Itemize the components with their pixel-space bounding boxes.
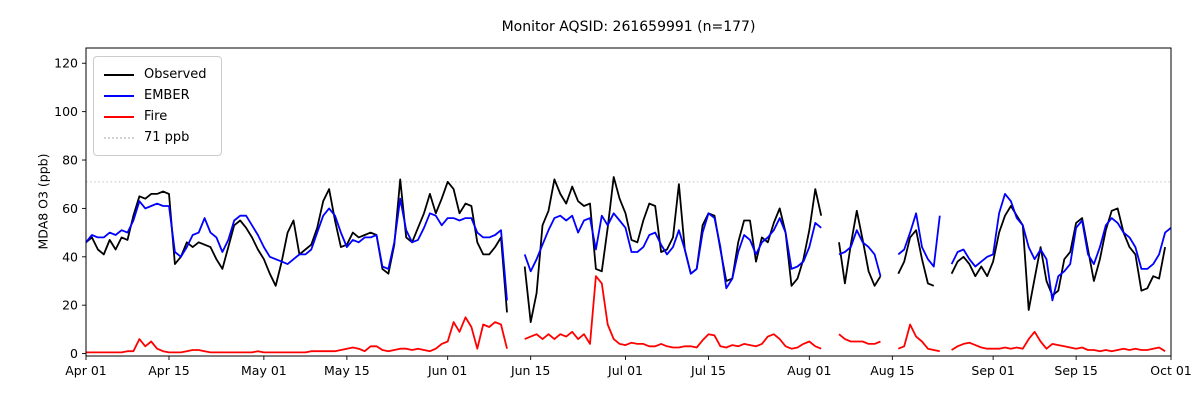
x-tick-label: Jun 15 — [510, 363, 550, 378]
legend-item-observed: Observed — [104, 64, 207, 85]
plot-border — [85, 47, 1172, 357]
y-axis: 0 20 40 60 80 100 120 — [54, 56, 86, 361]
y-tick-label: 40 — [62, 249, 78, 264]
x-tick-label: Sep 15 — [1054, 363, 1097, 378]
threshold-line-swatch — [104, 136, 134, 139]
legend-item-fire: Fire — [104, 106, 207, 127]
observed-line-swatch — [104, 73, 134, 76]
x-tick-label: Sep 01 — [971, 363, 1014, 378]
legend-item-ember: EMBER — [104, 85, 207, 106]
series-ember — [85, 192, 1172, 302]
series-observed — [85, 176, 1166, 324]
legend-label-fire: Fire — [144, 109, 168, 124]
y-tick-label: 20 — [62, 298, 78, 313]
x-tick-label: May 15 — [324, 363, 370, 378]
x-tick-label: Aug 01 — [787, 363, 831, 378]
x-tick-label: Jul 15 — [690, 363, 726, 378]
y-tick-label: 0 — [70, 346, 78, 361]
y-tick-label: 120 — [54, 56, 78, 71]
y-tick-label: 100 — [54, 104, 78, 119]
fire-line-swatch — [104, 115, 134, 118]
x-axis: Apr 01 Apr 15 May 01 May 15 Jun 01 Jun 15 Jul … — [65, 356, 1192, 378]
series-fire — [86, 275, 1166, 354]
chart-title: Monitor AQSID: 261659991 (n=177) — [501, 19, 756, 35]
x-tick-label: Jun 01 — [427, 363, 467, 378]
x-tick-label: Jul 01 — [607, 363, 643, 378]
x-tick-label: May 01 — [241, 363, 287, 378]
legend-label-observed: Observed — [144, 67, 207, 82]
legend: Observed EMBER Fire 71 ppb — [93, 56, 222, 156]
legend-label-threshold: 71 ppb — [144, 130, 190, 145]
x-tick-label: Aug 15 — [870, 363, 914, 378]
y-tick-label: 60 — [62, 201, 78, 216]
x-tick-label: Oct 01 — [1150, 363, 1192, 378]
x-tick-label: Apr 01 — [65, 363, 107, 378]
ember-line-swatch — [104, 94, 134, 97]
y-tick-label: 80 — [62, 153, 78, 168]
x-tick-label: Apr 15 — [148, 363, 190, 378]
legend-label-ember: EMBER — [144, 88, 190, 103]
legend-item-threshold: 71 ppb — [104, 127, 207, 148]
